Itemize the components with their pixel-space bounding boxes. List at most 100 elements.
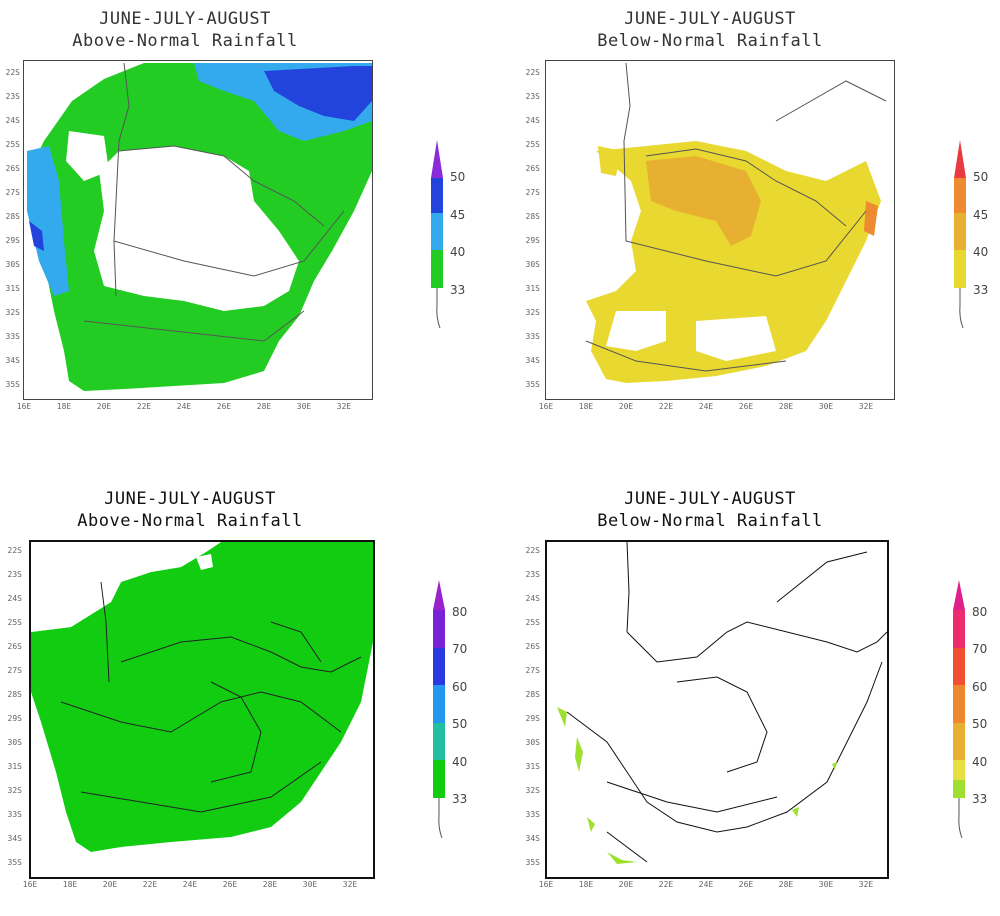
lon-label: 26E (216, 402, 232, 411)
lon-label: 26E (738, 880, 754, 889)
title-line1: JUNE-JULY-AUGUST (624, 489, 796, 509)
lon-label: 20E (102, 880, 118, 889)
lat-label: 23S (525, 92, 540, 101)
lon-label: 20E (618, 402, 634, 411)
lat-label: 34S (5, 356, 20, 365)
legend-label: 50 (973, 170, 989, 184)
legend-label: 33 (450, 283, 466, 297)
lon-label: 32E (858, 402, 874, 411)
lat-label: 31S (7, 762, 22, 771)
legend-label: 60 (972, 680, 988, 694)
lat-label: 33S (525, 810, 540, 819)
lat-label: 22S (525, 68, 540, 77)
lon-label: 18E (578, 880, 594, 889)
lon-label: 18E (62, 880, 78, 889)
lat-label: 35S (525, 380, 540, 389)
lat-label: 31S (525, 762, 540, 771)
map-area (545, 60, 895, 400)
lat-label: 31S (525, 284, 540, 293)
legend-label: 40 (452, 755, 468, 769)
legend-label: 60 (452, 680, 468, 694)
title-line2: Below-Normal Rainfall (597, 31, 823, 51)
lon-label: 24E (698, 402, 714, 411)
lat-label: 31S (5, 284, 20, 293)
lat-label: 35S (5, 380, 20, 389)
lon-label: 30E (818, 402, 834, 411)
legend-label: 50 (450, 170, 466, 184)
colorbar: 33 40 45 50 (953, 140, 988, 330)
colorbar: 33 40 50 60 70 80 (952, 580, 987, 840)
lat-label: 29S (7, 714, 22, 723)
title-line2: Above-Normal Rainfall (77, 511, 303, 531)
legend-label: 33 (973, 283, 989, 297)
panel-title: JUNE-JULY-AUGUST Above-Normal Rainfall (0, 488, 390, 532)
lon-label: 16E (538, 402, 554, 411)
lon-label: 30E (296, 402, 312, 411)
legend-label: 33 (452, 792, 468, 806)
lon-label: 28E (256, 402, 272, 411)
legend-label: 33 (972, 792, 988, 806)
colorbar: 33 40 50 60 70 80 (432, 580, 467, 840)
lat-label: 27S (7, 666, 22, 675)
lat-label: 22S (525, 546, 540, 555)
lat-label: 25S (7, 618, 22, 627)
lat-label: 25S (525, 140, 540, 149)
lat-label: 34S (525, 834, 540, 843)
legend-label: 70 (972, 642, 988, 656)
lat-label: 30S (525, 260, 540, 269)
lat-label: 23S (5, 92, 20, 101)
title-line2: Above-Normal Rainfall (72, 31, 298, 51)
lat-label: 28S (7, 690, 22, 699)
lat-label: 33S (5, 332, 20, 341)
lat-label: 29S (5, 236, 20, 245)
lat-label: 27S (525, 666, 540, 675)
lat-label: 23S (7, 570, 22, 579)
lat-label: 32S (525, 786, 540, 795)
lat-label: 23S (525, 570, 540, 579)
lat-label: 24S (525, 594, 540, 603)
lon-label: 28E (778, 402, 794, 411)
lat-label: 35S (525, 858, 540, 867)
lat-label: 26S (525, 642, 540, 651)
legend-label: 50 (972, 717, 988, 731)
legend-label: 45 (973, 208, 989, 222)
lon-label: 18E (56, 402, 72, 411)
lon-label: 16E (22, 880, 38, 889)
lat-label: 26S (5, 164, 20, 173)
lon-label: 32E (342, 880, 358, 889)
lat-label: 29S (525, 714, 540, 723)
legend-label: 45 (450, 208, 466, 222)
lat-label: 25S (525, 618, 540, 627)
lat-label: 26S (7, 642, 22, 651)
lon-label: 30E (818, 880, 834, 889)
lon-label: 32E (336, 402, 352, 411)
lon-label: 18E (578, 402, 594, 411)
title-line1: JUNE-JULY-AUGUST (99, 9, 271, 29)
legend-label: 40 (972, 755, 988, 769)
lat-label: 29S (525, 236, 540, 245)
lat-label: 33S (7, 810, 22, 819)
lon-label: 22E (658, 880, 674, 889)
lat-label: 32S (5, 308, 20, 317)
legend-label: 70 (452, 642, 468, 656)
legend-label: 40 (450, 245, 466, 259)
legend-label: 50 (452, 717, 468, 731)
lon-label: 24E (182, 880, 198, 889)
lat-label: 35S (7, 858, 22, 867)
panel-title: JUNE-JULY-AUGUST Above-Normal Rainfall (0, 8, 385, 52)
lon-label: 28E (778, 880, 794, 889)
lon-label: 16E (16, 402, 32, 411)
lat-label: 28S (5, 212, 20, 221)
lat-label: 22S (7, 546, 22, 555)
lat-label: 33S (525, 332, 540, 341)
lon-label: 16E (538, 880, 554, 889)
lat-label: 25S (5, 140, 20, 149)
title-line2: Below-Normal Rainfall (597, 511, 823, 531)
lat-label: 27S (525, 188, 540, 197)
lat-label: 32S (7, 786, 22, 795)
colorbar: 33 40 45 50 (430, 140, 465, 330)
panel-title: JUNE-JULY-AUGUST Below-Normal Rainfall (510, 488, 910, 532)
lat-label: 28S (525, 212, 540, 221)
title-line1: JUNE-JULY-AUGUST (104, 489, 276, 509)
lon-label: 24E (176, 402, 192, 411)
